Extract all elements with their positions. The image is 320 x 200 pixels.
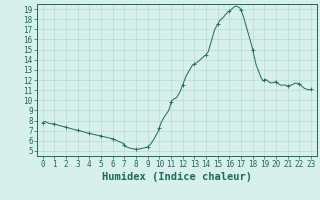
X-axis label: Humidex (Indice chaleur): Humidex (Indice chaleur) (102, 172, 252, 182)
